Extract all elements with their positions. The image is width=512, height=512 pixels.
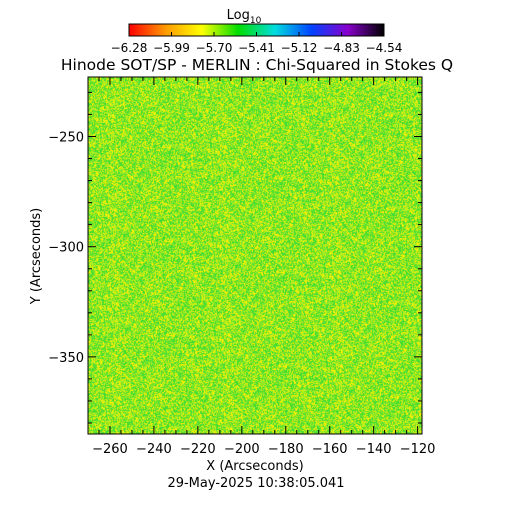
- y-axis-ticks: −250 −300 −350: [48, 91, 422, 424]
- y-tick-label: −300: [48, 241, 84, 256]
- y-axis-label: Y (Arcseconds): [29, 208, 44, 305]
- y-tick-label: −250: [48, 131, 84, 146]
- y-tick-label: −350: [48, 351, 84, 366]
- colorbar-title: Log10: [227, 8, 262, 26]
- x-tick-label: −260: [92, 442, 128, 457]
- colorbar-tick-label: −5.70: [196, 41, 233, 55]
- x-tick-label: −160: [312, 442, 348, 457]
- timestamp: 29-May-2025 10:38:05.041: [167, 476, 344, 491]
- x-axis-ticks: −260 −240 −220 −200 −180 −160 −140 −120: [92, 77, 435, 457]
- x-tick-label: −140: [356, 442, 392, 457]
- colorbar-tick-label: −4.83: [323, 41, 360, 55]
- colorbar-ticks: −6.28 −5.99 −5.70 −5.41 −5.12 −4.83 −4.54: [111, 32, 403, 55]
- x-tick-label: −220: [180, 442, 216, 457]
- chart-title: Hinode SOT/SP - MERLIN : Chi-Squared in …: [61, 56, 453, 74]
- colorbar-tick-label: −5.41: [238, 41, 275, 55]
- colorbar-tick-label: −4.54: [366, 41, 403, 55]
- colorbar-tick-label: −6.28: [111, 41, 148, 55]
- colorbar-tick-label: −5.99: [153, 41, 190, 55]
- x-tick-label: −120: [400, 442, 436, 457]
- heatmap-image: [88, 77, 422, 434]
- plot-frame: [87, 76, 423, 435]
- colorbar-tick-label: −5.12: [281, 41, 318, 55]
- x-tick-label: −180: [268, 442, 304, 457]
- x-axis-label: X (Arcseconds): [206, 459, 303, 474]
- x-tick-label: −200: [224, 442, 260, 457]
- x-tick-label: −240: [136, 442, 172, 457]
